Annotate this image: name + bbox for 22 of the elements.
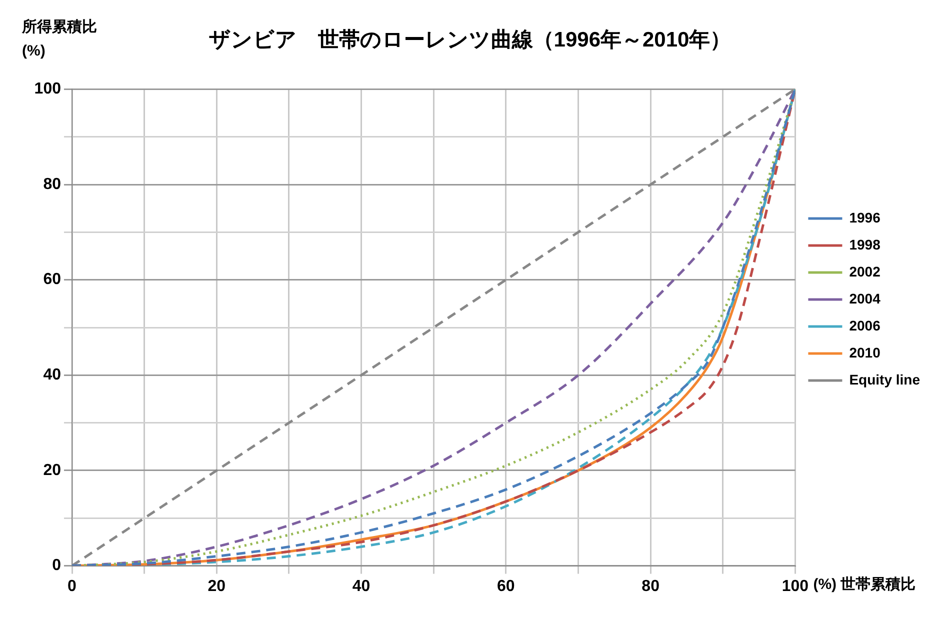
x-axis-title: (%) 世帯累積比	[813, 576, 916, 594]
x-tick-label: 80	[642, 578, 660, 595]
x-tick-label: 100	[782, 578, 809, 595]
legend-label: 2004	[849, 290, 881, 306]
x-tick-label: 40	[352, 578, 370, 595]
legend-label: Equity line	[849, 371, 920, 388]
y-tick-label: 20	[43, 462, 62, 479]
y-tick-label: 80	[43, 176, 62, 193]
legend-label: 1996	[849, 209, 881, 226]
legend-label: 1998	[849, 236, 881, 252]
legend-label: 2002	[849, 263, 881, 280]
x-tick-label: 60	[497, 578, 515, 595]
y-tick-label: 40	[43, 366, 62, 384]
legend-label: 2006	[849, 317, 881, 334]
y-tick-label: 60	[43, 271, 62, 288]
y-tick-label: 100	[34, 80, 62, 98]
y-tick-label: 0	[52, 557, 62, 574]
y-axis-title: 所得累積比 (%)	[21, 18, 97, 60]
x-tick-label: 20	[208, 578, 226, 595]
legend-label: 2010	[849, 344, 881, 360]
x-tick-label: 0	[68, 578, 77, 595]
chart-title: ザンビア 世帯のローレンツ曲線（1996年～2010年）	[208, 28, 732, 52]
